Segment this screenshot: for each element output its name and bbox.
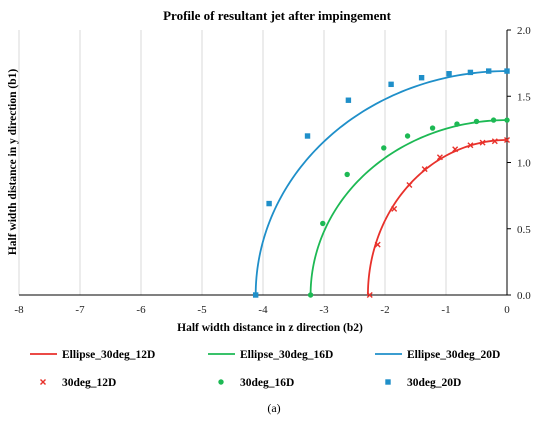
point-30deg_16D — [381, 145, 387, 151]
point-30deg_20D — [486, 68, 492, 74]
point-30deg_16D — [490, 117, 497, 123]
x-tick-label: -4 — [258, 304, 268, 316]
point-30deg_20D — [418, 75, 425, 81]
y-tick-label: 1.0 — [517, 158, 531, 170]
point-30deg_12D — [467, 142, 474, 149]
point-30deg_12D — [504, 136, 510, 143]
y-tick-label: 1.5 — [517, 91, 531, 103]
x-tick-label: -2 — [380, 304, 389, 316]
legend-label-30deg_12D: 30deg_12D — [62, 377, 116, 389]
point-30deg_12D — [421, 166, 428, 173]
curve-Ellipse_30deg_12D — [367, 139, 508, 296]
y-axis-title: Half width distance in y direction (b1) — [7, 69, 19, 256]
legend-label-Ellipse_30deg_12D: Ellipse_30deg_12D — [62, 349, 155, 361]
axes — [19, 29, 511, 296]
legend-label-Ellipse_30deg_20D: Ellipse_30deg_20D — [407, 349, 500, 361]
x-tick-label: -8 — [14, 304, 24, 316]
chart-title: Profile of resultant jet after impingeme… — [163, 8, 391, 23]
x-tick-labels: -8 -7 -6 -5 -4 -3 -2 -1 0 — [14, 304, 510, 316]
curve-Ellipse_30deg_16D — [309, 119, 508, 296]
ellipse-curves — [254, 70, 508, 296]
y-tick-labels: 0.0 0.5 1.0 1.5 2.0 — [517, 25, 531, 302]
legend-marker-30deg_16D — [218, 379, 224, 385]
data-points — [252, 68, 510, 298]
point-30deg_12D — [452, 146, 459, 153]
y-tick-label: 0.0 — [517, 290, 531, 302]
point-30deg_16D — [473, 118, 480, 125]
point-30deg_12D — [491, 138, 498, 145]
point-30deg_12D — [374, 241, 381, 248]
x-axis-title: Half width distance in z direction (b2) — [177, 322, 363, 334]
point-30deg_16D — [504, 117, 510, 123]
point-30deg_16D — [344, 171, 350, 178]
point-30deg_16D — [307, 292, 314, 298]
x-tick-label: -3 — [319, 304, 329, 316]
point-30deg_16D — [320, 220, 326, 227]
point-30deg_20D — [252, 292, 259, 298]
point-30deg_20D — [266, 200, 272, 207]
legend-label-30deg_16D: 30deg_16D — [240, 377, 294, 389]
point-30deg_16D — [454, 121, 460, 127]
gridlines — [18, 30, 447, 295]
figure-caption: (a) — [267, 401, 280, 415]
legend-label-Ellipse_30deg_16D: Ellipse_30deg_16D — [240, 349, 333, 361]
curve-Ellipse_30deg_20D — [254, 70, 508, 296]
point-30deg_20D — [467, 69, 474, 76]
x-tick-label: 0 — [504, 304, 510, 316]
point-30deg_12D — [479, 139, 486, 146]
point-30deg_12D — [366, 292, 373, 298]
legend-marker-30deg_12D — [40, 379, 46, 385]
point-30deg_20D — [304, 133, 311, 139]
point-30deg_12D — [436, 154, 443, 161]
x-tick-label: -6 — [136, 304, 146, 316]
legend-marker-30deg_20D — [385, 379, 391, 385]
point-30deg_16D — [429, 125, 436, 131]
point-30deg_20D — [388, 81, 394, 88]
point-30deg_20D — [446, 71, 452, 77]
point-30deg_12D — [391, 205, 398, 212]
point-30deg_20D — [345, 97, 352, 103]
point-30deg_12D — [406, 182, 413, 189]
y-tick-label: 0.5 — [517, 224, 531, 236]
point-30deg_20D — [504, 68, 510, 74]
x-tick-label: -5 — [197, 304, 207, 316]
x-tick-label: -7 — [75, 304, 85, 316]
legend: Ellipse_30deg_12D Ellipse_30deg_16D Ellips… — [30, 349, 500, 389]
y-tick-label: 2.0 — [517, 25, 531, 37]
x-tick-label: -1 — [441, 304, 450, 316]
legend-label-30deg_20D: 30deg_20D — [407, 377, 461, 389]
point-30deg_16D — [404, 133, 411, 139]
